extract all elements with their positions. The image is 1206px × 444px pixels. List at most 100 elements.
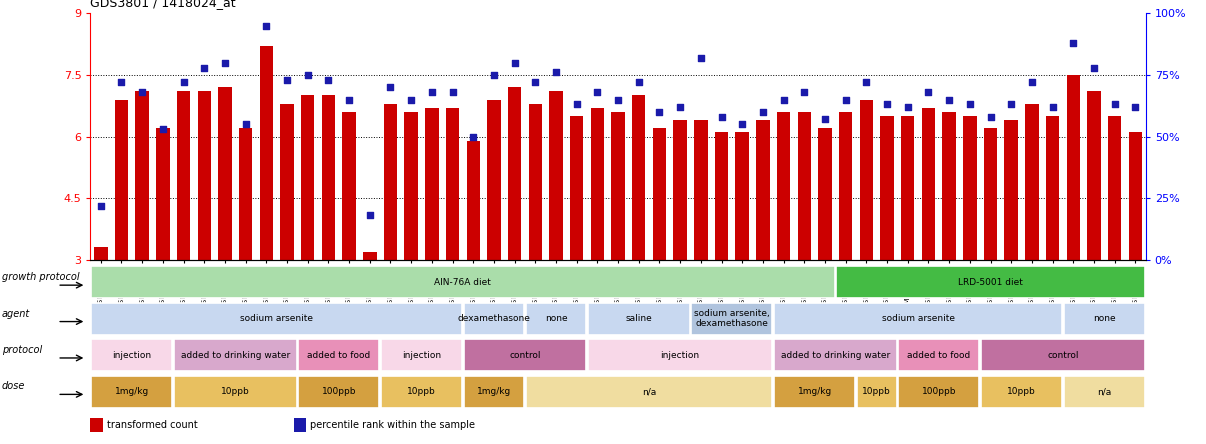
Point: [1001, 101, 1020, 108]
Point: [898, 103, 918, 111]
Text: AIN-76A diet: AIN-76A diet: [434, 278, 491, 287]
Text: control: control: [509, 351, 540, 360]
Point: [485, 71, 504, 79]
Point: [1125, 103, 1144, 111]
Text: GDS3801 / 1418024_at: GDS3801 / 1418024_at: [90, 0, 236, 9]
Bar: [1046, 116, 1059, 260]
Point: [236, 121, 256, 128]
Text: 1mg/kg: 1mg/kg: [115, 387, 150, 396]
Point: [92, 202, 111, 209]
Bar: [467, 141, 480, 260]
Bar: [1129, 132, 1142, 260]
Bar: [92, 303, 462, 335]
Point: [815, 116, 835, 123]
Bar: [218, 87, 232, 260]
Bar: [404, 112, 418, 260]
Text: 1mg/kg: 1mg/kg: [476, 387, 511, 396]
Point: [546, 69, 566, 76]
Text: 10ppb: 10ppb: [221, 387, 250, 396]
Bar: [898, 376, 979, 408]
Point: [339, 96, 358, 103]
Point: [650, 108, 669, 115]
Text: 10ppb: 10ppb: [408, 387, 435, 396]
Point: [691, 54, 710, 61]
Text: injection: injection: [661, 351, 699, 360]
Bar: [898, 339, 979, 371]
Bar: [1064, 303, 1144, 335]
Text: protocol: protocol: [1, 345, 42, 355]
Bar: [381, 376, 462, 408]
Point: [1105, 101, 1124, 108]
Bar: [526, 303, 586, 335]
Bar: [695, 120, 708, 260]
Text: none: none: [545, 314, 567, 323]
Point: [919, 89, 938, 96]
Point: [1023, 79, 1042, 86]
Bar: [280, 104, 294, 260]
Text: LRD-5001 diet: LRD-5001 diet: [958, 278, 1023, 287]
Text: added to food: added to food: [907, 351, 971, 360]
Bar: [526, 376, 772, 408]
Text: injection: injection: [112, 351, 152, 360]
Bar: [836, 266, 1144, 298]
Point: [856, 79, 876, 86]
Text: control: control: [1047, 351, 1078, 360]
Text: transformed count: transformed count: [106, 420, 198, 430]
Point: [402, 96, 421, 103]
Bar: [298, 376, 380, 408]
Text: dose: dose: [1, 381, 25, 392]
Bar: [302, 95, 315, 260]
Bar: [259, 46, 273, 260]
Text: saline: saline: [626, 314, 652, 323]
Bar: [756, 120, 769, 260]
Bar: [587, 303, 690, 335]
Point: [277, 76, 297, 83]
Bar: [632, 95, 645, 260]
Point: [443, 89, 462, 96]
Bar: [426, 108, 439, 260]
Bar: [570, 116, 584, 260]
Bar: [984, 128, 997, 260]
Point: [112, 79, 131, 86]
Point: [878, 101, 897, 108]
Text: n/a: n/a: [642, 387, 656, 396]
Bar: [856, 376, 896, 408]
Bar: [135, 91, 148, 260]
Bar: [1088, 91, 1101, 260]
Bar: [528, 104, 541, 260]
Point: [980, 113, 1000, 120]
Bar: [381, 339, 462, 371]
Bar: [880, 116, 894, 260]
Bar: [343, 112, 356, 260]
Bar: [239, 128, 252, 260]
Text: agent: agent: [1, 309, 30, 319]
Point: [1043, 103, 1062, 111]
Point: [754, 108, 773, 115]
Bar: [652, 128, 666, 260]
Point: [671, 103, 690, 111]
Point: [463, 133, 482, 140]
Bar: [839, 112, 853, 260]
Bar: [156, 128, 170, 260]
Point: [361, 212, 380, 219]
Text: sodium arsenite,
dexamethasone: sodium arsenite, dexamethasone: [693, 309, 769, 329]
Bar: [964, 116, 977, 260]
Bar: [673, 120, 687, 260]
Text: dexamethasone: dexamethasone: [457, 314, 531, 323]
Bar: [1025, 104, 1038, 260]
Bar: [508, 87, 521, 260]
Bar: [1005, 120, 1018, 260]
Bar: [797, 112, 810, 260]
Text: injection: injection: [402, 351, 441, 360]
Bar: [591, 108, 604, 260]
Bar: [921, 108, 935, 260]
Point: [318, 76, 338, 83]
Point: [960, 101, 979, 108]
Bar: [487, 99, 500, 260]
Bar: [464, 339, 586, 371]
Bar: [980, 376, 1062, 408]
Bar: [715, 132, 728, 260]
Bar: [322, 95, 335, 260]
Point: [298, 71, 317, 79]
Text: 10ppb: 10ppb: [862, 387, 891, 396]
